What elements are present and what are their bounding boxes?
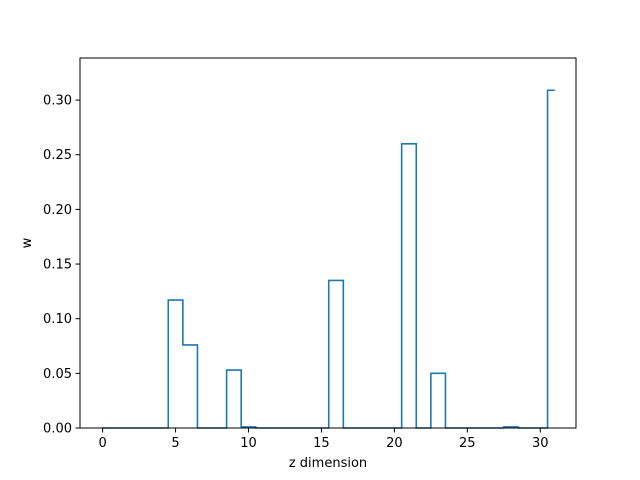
x-tick-label: 25	[459, 436, 476, 451]
axes-frame	[79, 57, 577, 429]
y-axis-label: w	[20, 237, 35, 248]
x-axis: 0 5 10 15 20 25 30	[98, 428, 549, 451]
x-tick-label: 20	[386, 436, 403, 451]
y-tick-label: 0.30	[43, 94, 72, 109]
x-tick-label: 10	[240, 436, 257, 451]
y-tick-label: 0.25	[43, 148, 72, 163]
y-tick-label: 0.05	[43, 367, 72, 382]
y-tick-label: 0.10	[43, 312, 72, 327]
y-tick-label: 0.00	[43, 422, 72, 437]
y-tick-label: 0.20	[43, 203, 72, 218]
x-tick-label: 5	[171, 436, 179, 451]
y-tick-label: 0.15	[43, 258, 72, 273]
x-tick-label: 30	[532, 436, 549, 451]
y-axis: 0.00 0.05 0.10 0.15 0.20 0.25 0.30	[43, 94, 80, 437]
x-axis-label: z dimension	[289, 456, 367, 471]
x-tick-label: 15	[313, 436, 330, 451]
x-tick-label: 0	[98, 436, 106, 451]
